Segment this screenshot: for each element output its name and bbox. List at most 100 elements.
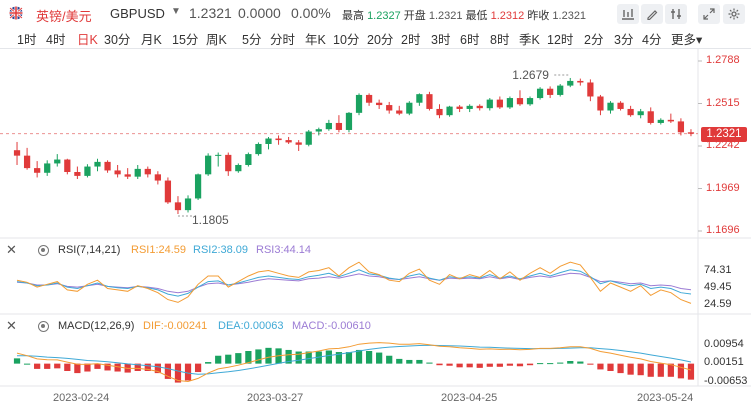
rsi-title[interactable]: RSI(7,14,21): [58, 244, 121, 256]
candle-body: [446, 106, 453, 116]
macd-bar: [365, 351, 373, 364]
macd-settings-icon[interactable]: [38, 321, 49, 332]
period-tab[interactable]: 2时: [401, 33, 421, 47]
period-tab[interactable]: 3时: [431, 33, 451, 47]
period-tab[interactable]: 年K: [305, 33, 326, 47]
candle-type-icon[interactable]: [617, 4, 639, 24]
macd-bar: [486, 363, 493, 367]
period-tab[interactable]: 3分: [614, 33, 634, 47]
macd-bar: [416, 359, 423, 364]
period-tab[interactable]: 4时: [46, 33, 66, 47]
period-tab[interactable]: 12时: [547, 33, 574, 47]
candle-body: [144, 168, 151, 175]
macd-bar: [607, 363, 614, 371]
macd-bar: [285, 349, 292, 364]
candle-body: [567, 80, 574, 86]
candle-body: [416, 94, 423, 103]
period-tab[interactable]: 30分: [104, 33, 131, 47]
candle-body: [456, 106, 463, 109]
macd-bar: [396, 358, 403, 364]
macd-bar: [456, 363, 463, 368]
candle-body: [255, 143, 262, 155]
period-tab[interactable]: 5分: [242, 33, 262, 47]
macd-bar: [255, 349, 262, 364]
macd-bar: [215, 355, 222, 364]
macd-bar: [587, 363, 594, 365]
period-tab[interactable]: 周K: [206, 33, 227, 47]
period-tab[interactable]: 分时: [270, 33, 296, 47]
candle-body: [205, 155, 212, 175]
divider: [0, 48, 751, 49]
close-macd-icon[interactable]: ✕: [6, 318, 17, 333]
candle-body: [617, 102, 624, 109]
period-tab[interactable]: 20分: [367, 33, 394, 47]
date-label: 2023-03-27: [247, 392, 304, 404]
period-tab[interactable]: 1时: [17, 33, 37, 47]
prev-close-label: 昨收: [527, 10, 550, 22]
macd-bar: [506, 363, 514, 366]
candle-body: [637, 111, 644, 116]
period-tab[interactable]: 10分: [333, 33, 360, 47]
price-change-percent: 0.00%: [291, 5, 331, 21]
candle-body: [164, 180, 172, 203]
high-label: 最高: [342, 10, 364, 22]
period-tab[interactable]: 2分: [584, 33, 604, 47]
dea-line: [17, 344, 692, 375]
candle-body: [64, 159, 71, 172]
candle-body: [305, 131, 312, 145]
period-tab[interactable]: 季K: [519, 33, 540, 47]
symbol-code[interactable]: GBPUSD: [110, 6, 165, 21]
period-tab[interactable]: 15分: [172, 33, 199, 47]
low-value: 1.2312: [490, 10, 525, 22]
symbol-name[interactable]: 英镑/美元: [36, 9, 92, 24]
candle-body: [547, 88, 554, 95]
fullscreen-icon[interactable]: [698, 4, 720, 24]
candle-body: [486, 99, 493, 109]
macd-bar: [335, 352, 343, 364]
candle-body: [245, 154, 252, 165]
macd-bar: [667, 363, 674, 377]
quote-header: 英镑/美元 GBPUSD ▼ 1.2321 0.0000 0.00% 最高 1.…: [0, 0, 751, 26]
period-tab[interactable]: 更多▾: [671, 33, 703, 47]
period-tab[interactable]: 日K: [77, 33, 98, 47]
macd-bar: [64, 363, 71, 371]
period-tab[interactable]: 6时: [460, 33, 480, 47]
dea-value: DEA:0.00063: [218, 320, 284, 332]
candle-body: [13, 150, 21, 156]
candle-body: [426, 94, 433, 109]
macd-bar: [406, 359, 413, 364]
high-value: 1.2327: [367, 10, 401, 22]
price-axis-label: 1.2788: [706, 54, 740, 66]
macd-bar: [144, 363, 151, 371]
draw-pen-icon[interactable]: [641, 4, 663, 24]
period-tab[interactable]: 8时: [490, 33, 510, 47]
candle-body: [265, 138, 272, 144]
period-tab[interactable]: 月K: [141, 33, 162, 47]
compare-icon[interactable]: [665, 4, 687, 24]
price-axis-label: 1.1969: [706, 181, 740, 194]
macd-bar: [114, 363, 121, 372]
candle-body: [285, 140, 292, 143]
candle-body: [406, 102, 413, 114]
close-rsi-icon[interactable]: ✕: [6, 242, 17, 257]
macd-bar: [44, 363, 51, 369]
macd-title[interactable]: MACD(12,26,9): [58, 320, 135, 332]
price-axis-label: 1.2242: [706, 139, 740, 151]
date-label: 2023-04-25: [441, 392, 498, 404]
low-label: 最低: [465, 10, 488, 22]
macd-bar: [355, 349, 363, 364]
settings-icon[interactable]: [723, 4, 745, 24]
macd-bar: [536, 363, 544, 365]
candle-body: [386, 105, 393, 111]
period-tab[interactable]: 4分: [642, 33, 662, 47]
candle-body: [134, 168, 141, 177]
prev-close-value: 1.2321: [552, 10, 587, 22]
candle-body: [44, 163, 51, 173]
symbol-dropdown-icon[interactable]: ▼: [171, 6, 181, 17]
macd-bar: [245, 351, 252, 364]
candle-body: [526, 98, 534, 105]
candle-body: [627, 108, 634, 116]
rsi-settings-icon[interactable]: [38, 245, 49, 256]
macd-bar: [74, 363, 81, 374]
